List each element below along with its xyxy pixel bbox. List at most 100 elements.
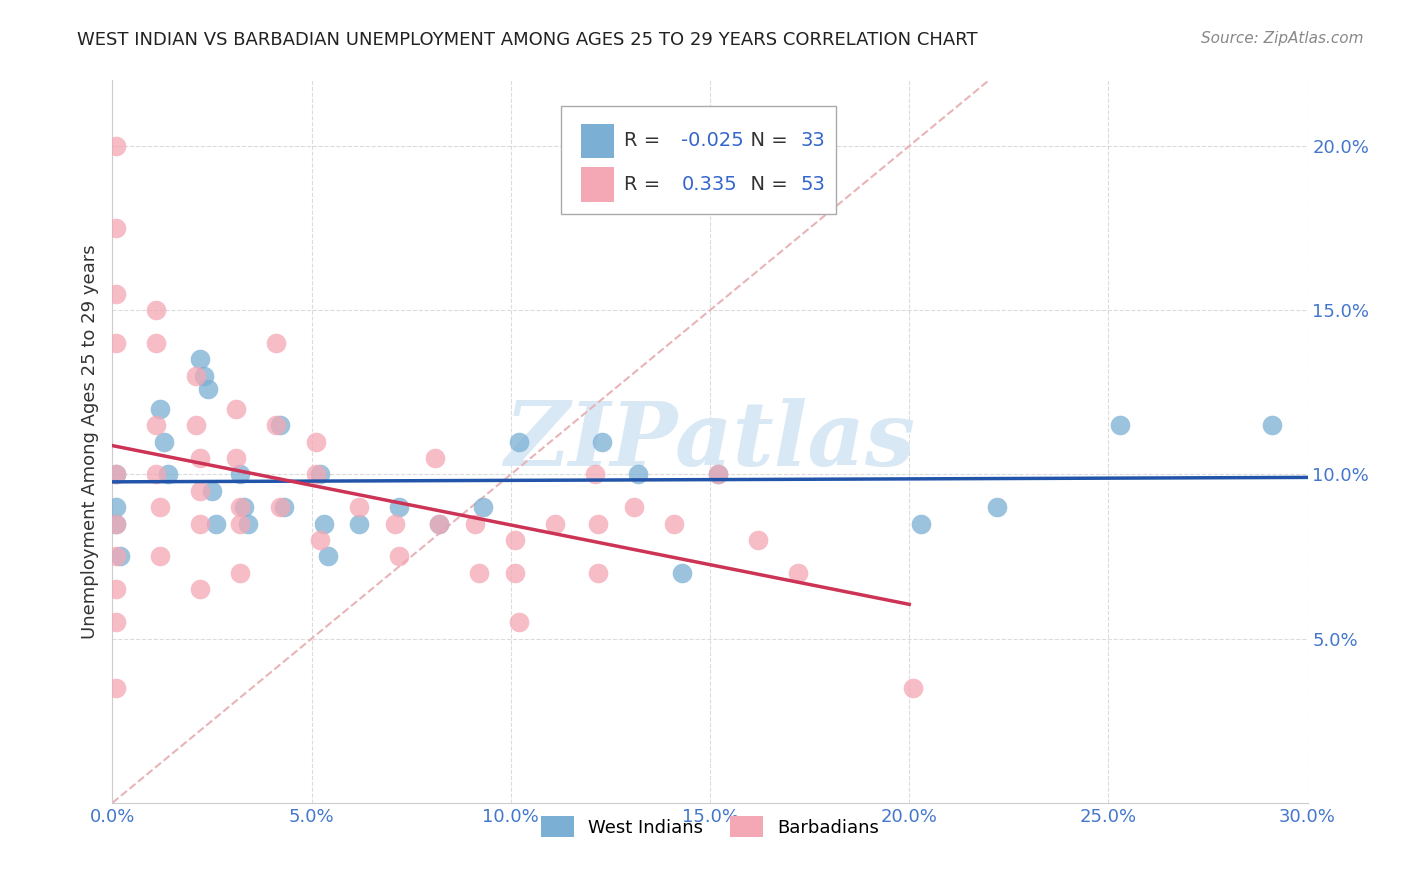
Point xyxy=(427,516,450,531)
Point xyxy=(508,434,530,449)
Text: Source: ZipAtlas.com: Source: ZipAtlas.com xyxy=(1201,31,1364,46)
Point xyxy=(464,516,486,531)
Point xyxy=(588,516,610,531)
Text: WEST INDIAN VS BARBADIAN UNEMPLOYMENT AMONG AGES 25 TO 29 YEARS CORRELATION CHAR: WEST INDIAN VS BARBADIAN UNEMPLOYMENT AM… xyxy=(77,31,979,49)
Point xyxy=(105,467,128,482)
Point xyxy=(225,450,247,465)
Point xyxy=(229,467,252,482)
Point xyxy=(188,450,211,465)
Point xyxy=(308,533,330,547)
Point xyxy=(201,483,224,498)
Point xyxy=(105,582,128,597)
Point xyxy=(627,467,650,482)
Point xyxy=(747,533,769,547)
Text: R =: R = xyxy=(624,131,666,151)
Point xyxy=(110,549,132,564)
Point xyxy=(425,450,447,465)
FancyBboxPatch shape xyxy=(581,167,614,202)
Point xyxy=(503,566,526,580)
FancyBboxPatch shape xyxy=(581,124,614,158)
Point xyxy=(105,500,128,515)
Point xyxy=(229,566,252,580)
Point xyxy=(269,418,291,433)
Point xyxy=(305,467,328,482)
Point xyxy=(588,566,610,580)
Point xyxy=(105,336,128,351)
Point xyxy=(188,516,211,531)
Point xyxy=(312,516,335,531)
Point xyxy=(105,615,128,630)
Point xyxy=(910,516,932,531)
Point xyxy=(105,516,128,531)
Point xyxy=(269,500,291,515)
Point xyxy=(233,500,256,515)
Point xyxy=(671,566,693,580)
Point xyxy=(145,418,167,433)
Point xyxy=(105,681,128,695)
Point xyxy=(105,139,128,153)
Point xyxy=(145,336,167,351)
Point xyxy=(105,467,128,482)
Point xyxy=(149,500,172,515)
Point xyxy=(264,336,287,351)
Point xyxy=(305,434,328,449)
Point xyxy=(592,434,614,449)
Point xyxy=(623,500,645,515)
Point xyxy=(105,221,128,235)
Point xyxy=(197,382,219,396)
Point xyxy=(188,582,211,597)
Point xyxy=(503,533,526,547)
Point xyxy=(105,286,128,301)
Point xyxy=(186,418,208,433)
Point xyxy=(225,401,247,416)
Text: R =: R = xyxy=(624,175,666,194)
Text: N =: N = xyxy=(738,131,793,151)
Point xyxy=(583,467,606,482)
Point xyxy=(508,615,530,630)
Text: -0.025: -0.025 xyxy=(682,131,744,151)
Point xyxy=(105,516,128,531)
Point xyxy=(903,681,925,695)
Legend: West Indians, Barbadians: West Indians, Barbadians xyxy=(534,809,886,845)
Point xyxy=(149,549,172,564)
Point xyxy=(349,516,371,531)
Point xyxy=(543,516,565,531)
Text: ZIPatlas: ZIPatlas xyxy=(505,399,915,484)
Point xyxy=(153,434,176,449)
Point xyxy=(188,483,211,498)
Point xyxy=(472,500,495,515)
Point xyxy=(316,549,339,564)
Point xyxy=(1261,418,1284,433)
Point xyxy=(205,516,228,531)
Point xyxy=(384,516,406,531)
Point xyxy=(468,566,491,580)
Y-axis label: Unemployment Among Ages 25 to 29 years: Unemployment Among Ages 25 to 29 years xyxy=(80,244,98,639)
Text: 53: 53 xyxy=(801,175,825,194)
Point xyxy=(308,467,330,482)
Point xyxy=(986,500,1008,515)
Text: 0.335: 0.335 xyxy=(682,175,737,194)
Text: N =: N = xyxy=(738,175,793,194)
Point xyxy=(388,500,411,515)
Point xyxy=(105,549,128,564)
Text: 33: 33 xyxy=(801,131,825,151)
Point xyxy=(149,401,172,416)
Point xyxy=(264,418,287,433)
Point xyxy=(229,500,252,515)
Point xyxy=(145,467,167,482)
Point xyxy=(786,566,808,580)
Point xyxy=(157,467,180,482)
Point xyxy=(186,368,208,383)
Point xyxy=(388,549,411,564)
Point xyxy=(664,516,686,531)
Point xyxy=(707,467,730,482)
Point xyxy=(229,516,252,531)
Point xyxy=(427,516,450,531)
Point xyxy=(1109,418,1132,433)
Point xyxy=(188,352,211,367)
Point xyxy=(349,500,371,515)
Point xyxy=(145,303,167,318)
Point xyxy=(273,500,295,515)
FancyBboxPatch shape xyxy=(561,105,835,214)
Point xyxy=(236,516,259,531)
